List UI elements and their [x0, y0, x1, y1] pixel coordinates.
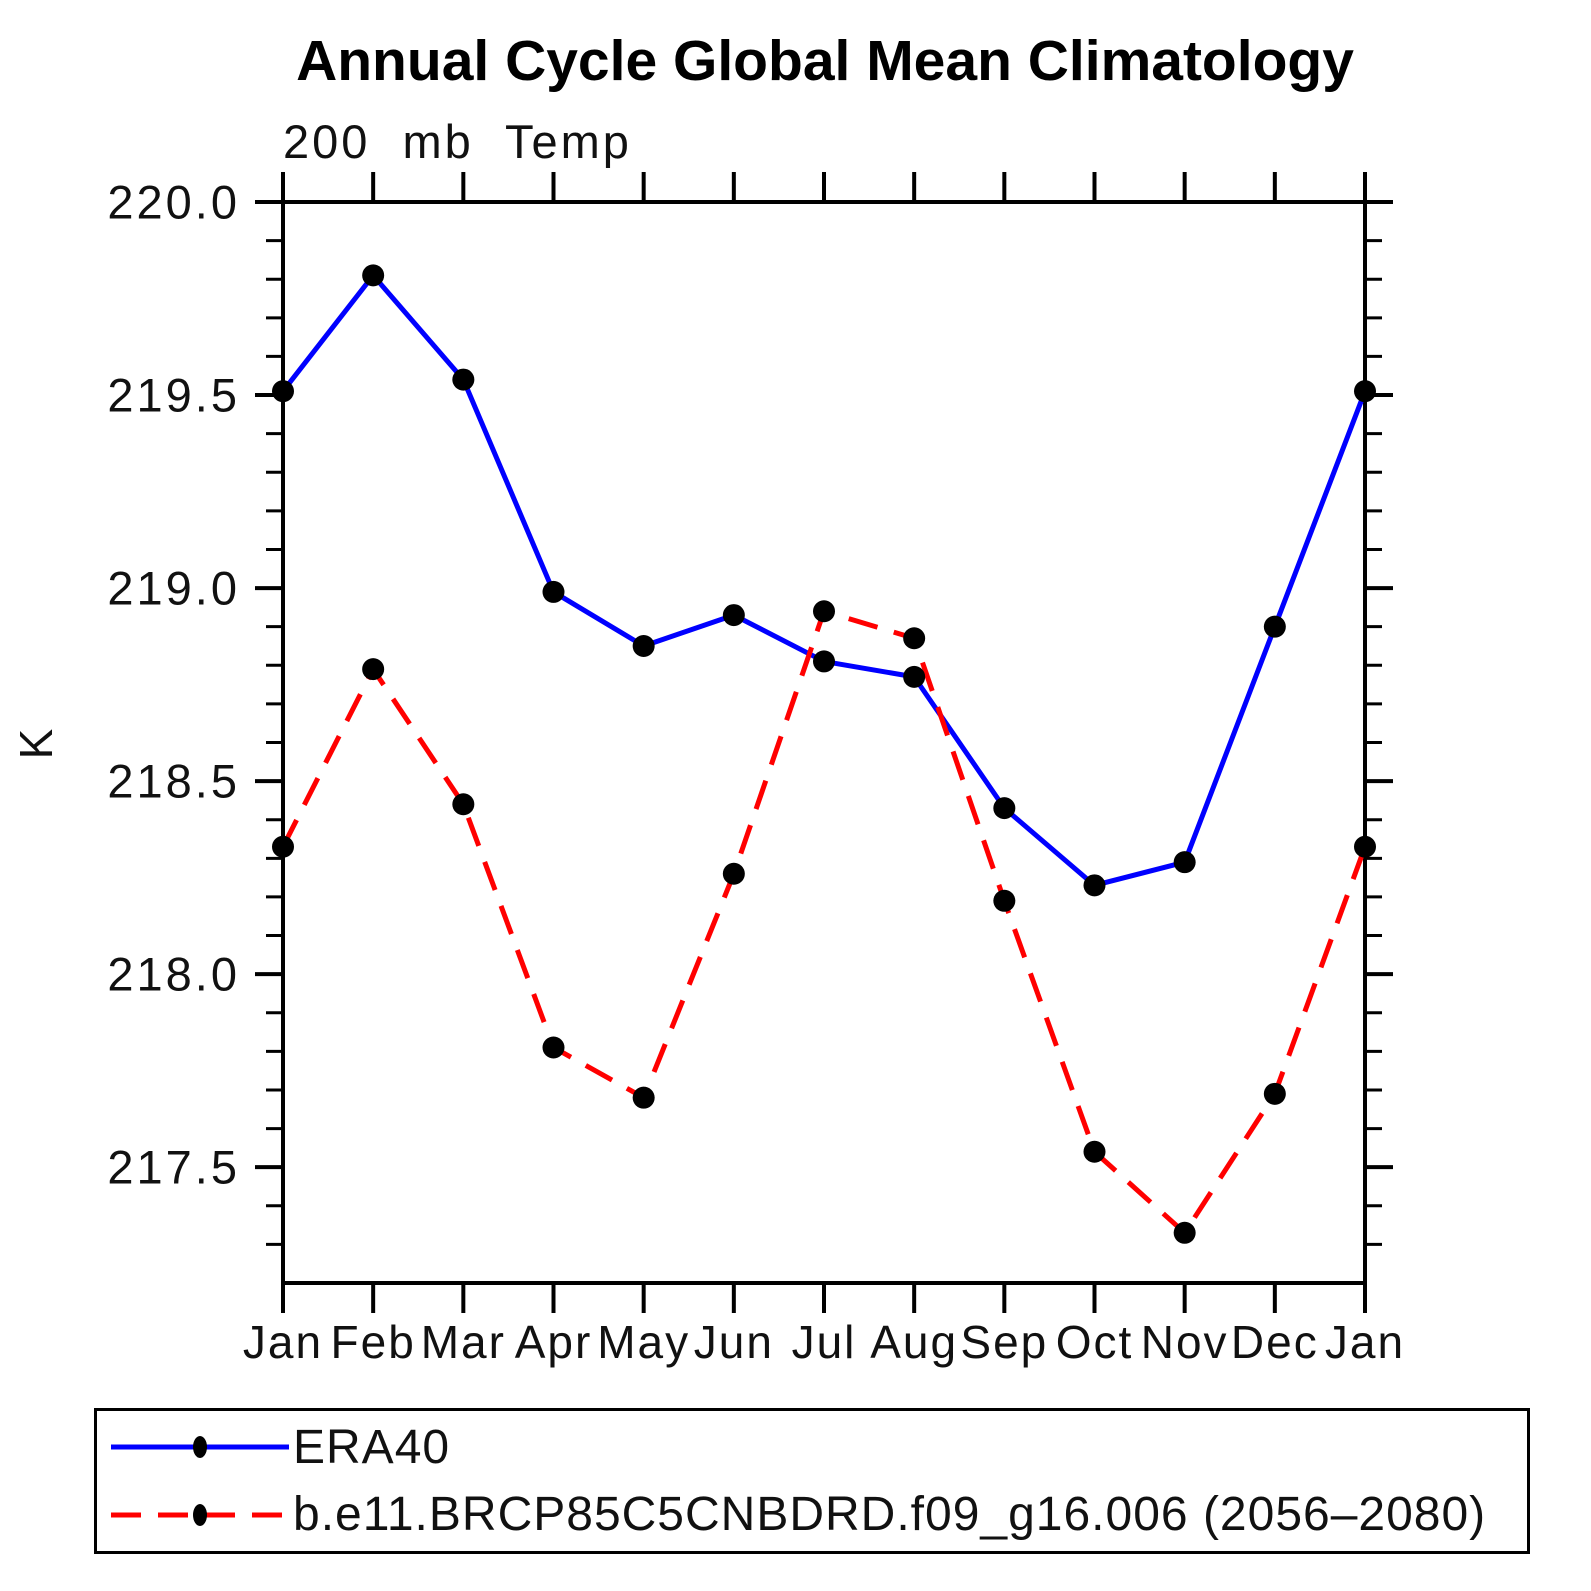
- legend-sample-dashed-line: [111, 1503, 289, 1526]
- data-point-marker-0: [362, 264, 385, 287]
- data-point-marker-1: [452, 793, 475, 816]
- x-tick-label: Oct: [1056, 1316, 1134, 1368]
- data-point-marker-1: [1173, 1221, 1196, 1244]
- y-tick-label: 219.5: [107, 369, 240, 422]
- x-tick-label: Jun: [694, 1316, 774, 1368]
- data-point-marker-0: [993, 797, 1016, 820]
- x-tick-label: Aug: [870, 1316, 958, 1368]
- y-tick-label: 218.0: [107, 948, 240, 1001]
- plot-border: [281, 200, 1367, 1285]
- data-point-marker-1: [1083, 1140, 1106, 1163]
- data-point-marker-1: [362, 658, 385, 681]
- x-tick-label: Apr: [515, 1316, 593, 1368]
- x-tick-label: Dec: [1231, 1316, 1319, 1368]
- legend-marker-dot: [193, 1503, 207, 1526]
- data-point-marker-0: [1263, 615, 1286, 638]
- x-tick-label: Mar: [421, 1316, 506, 1368]
- data-point-marker-1: [722, 862, 745, 885]
- data-point-marker-1: [632, 1086, 655, 1109]
- data-point-marker-0: [722, 604, 745, 627]
- y-axis-title: K: [10, 728, 62, 759]
- chart-subtitle: 200 mb Temp: [283, 115, 632, 168]
- data-point-marker-1: [993, 889, 1016, 912]
- legend-label-model: b.e11.BRCP85C5CNBDRD.f09_g16.006 (2056–2…: [293, 1488, 1487, 1542]
- data-point-marker-0: [452, 368, 475, 391]
- data-point-marker-0: [1083, 874, 1106, 897]
- legend-sample-solid-line: [111, 1436, 289, 1459]
- legend-marker-dot: [193, 1436, 207, 1459]
- data-point-marker-1: [813, 600, 835, 623]
- legend-entry-model: b.e11.BRCP85C5CNBDRD.f09_g16.006 (2056–2…: [97, 1484, 1527, 1546]
- x-tick-label: Jul: [792, 1316, 857, 1368]
- x-tick-label: Nov: [1141, 1316, 1229, 1368]
- y-tick-label: 219.0: [107, 562, 240, 615]
- data-point-marker-0: [272, 380, 294, 403]
- legend-box: ERA40 b.e11.BRCP85C5CNBDRD.f09_g16.006 (…: [94, 1408, 1530, 1554]
- y-tick-label: 218.5: [107, 755, 240, 808]
- x-tick-label: May: [597, 1316, 690, 1368]
- data-point-marker-0: [903, 665, 926, 688]
- data-point-marker-1: [542, 1036, 565, 1059]
- x-tick-label: Jan: [243, 1316, 323, 1368]
- y-tick-label: 217.5: [107, 1141, 240, 1194]
- data-point-marker-1: [1354, 835, 1376, 858]
- x-tick-label: Feb: [331, 1316, 416, 1368]
- data-point-marker-0: [1354, 380, 1376, 403]
- data-point-marker-1: [272, 835, 294, 858]
- data-point-marker-0: [632, 634, 655, 657]
- series-line-1: [280, 608, 1368, 1236]
- data-point-marker-1: [1263, 1082, 1286, 1105]
- series-line-0: [281, 272, 1368, 888]
- legend-label-era40: ERA40: [293, 1420, 451, 1474]
- chart-title: Annual Cycle Global Mean Climatology: [296, 29, 1354, 93]
- legend-entry-era40: ERA40: [97, 1416, 1527, 1478]
- y-tick-label: 220.0: [107, 176, 240, 229]
- x-tick-label: Jan: [1325, 1316, 1405, 1368]
- data-point-marker-0: [813, 650, 835, 673]
- data-point-marker-0: [1173, 851, 1196, 874]
- x-tick-label: Sep: [960, 1316, 1048, 1368]
- data-point-marker-0: [542, 580, 565, 603]
- data-point-marker-1: [903, 627, 926, 650]
